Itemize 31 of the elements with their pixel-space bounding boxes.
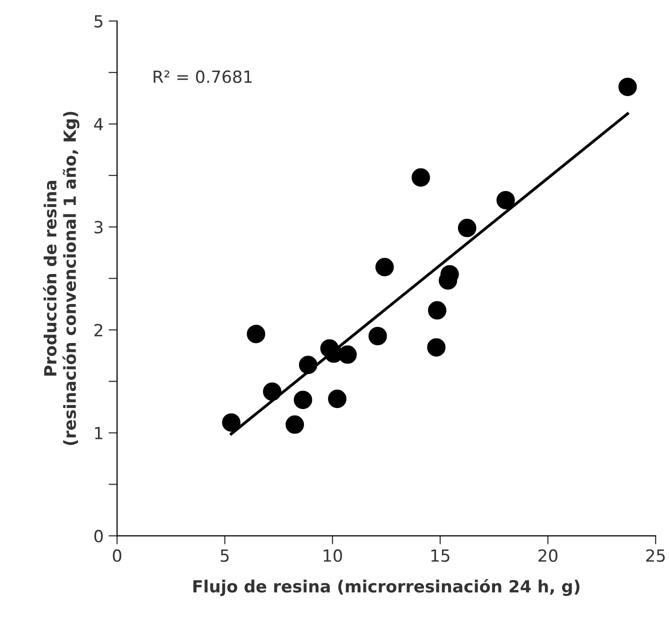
point <box>428 301 446 320</box>
x-tick-label: 10 <box>324 549 342 562</box>
x-axis-title: Flujo de resina (microrresinación 24 h, g) <box>193 579 580 596</box>
x-tick-label: 20 <box>538 549 558 562</box>
point <box>427 338 446 357</box>
y-tick-label: 4 <box>94 118 103 130</box>
point <box>375 258 394 276</box>
point <box>338 345 357 364</box>
x-tick-label: 0 <box>112 549 122 562</box>
y-tick-label: 2 <box>94 324 102 336</box>
point <box>286 415 304 434</box>
point <box>328 390 346 408</box>
point <box>294 390 312 410</box>
x-tick-label: 25 <box>646 549 665 562</box>
point <box>298 356 318 374</box>
point <box>412 168 430 187</box>
y-axis-title: Producción de resina (resinación convencional 1 año, Kg) <box>42 112 80 446</box>
point <box>458 218 476 238</box>
y-tick-label: 0 <box>94 530 103 542</box>
point <box>496 190 515 210</box>
y-tick-label: 5 <box>94 15 102 28</box>
y-tick-label: 1 <box>95 427 102 440</box>
y-tick-label: 3 <box>94 220 103 234</box>
x-tick-label: 5 <box>220 550 229 562</box>
x-tick-label: 15 <box>431 550 450 562</box>
annotation: R² = 0.7681 <box>154 70 252 84</box>
point <box>618 78 637 96</box>
point <box>246 324 266 344</box>
point <box>262 382 282 401</box>
point <box>368 326 387 346</box>
point <box>222 413 240 432</box>
